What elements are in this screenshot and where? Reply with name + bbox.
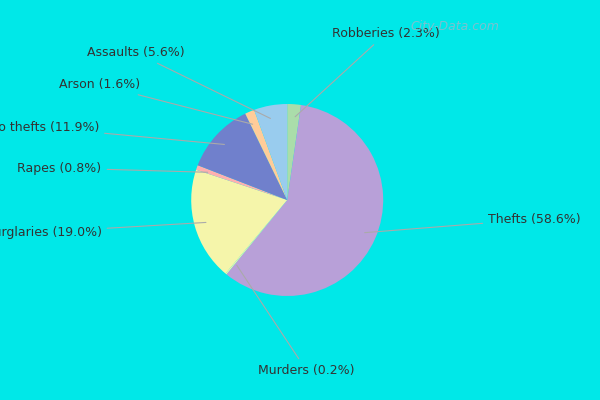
Wedge shape	[191, 170, 287, 274]
Text: Robberies (2.3%): Robberies (2.3%)	[295, 27, 440, 117]
Wedge shape	[226, 200, 287, 274]
Text: Assaults (5.6%): Assaults (5.6%)	[87, 46, 271, 118]
Text: Auto thefts (11.9%): Auto thefts (11.9%)	[0, 120, 224, 144]
Wedge shape	[196, 165, 287, 200]
Wedge shape	[254, 104, 287, 200]
Text: Murders (0.2%): Murders (0.2%)	[237, 265, 355, 377]
Wedge shape	[226, 105, 383, 296]
Text: Burglaries (19.0%): Burglaries (19.0%)	[0, 222, 206, 238]
Text: Thefts (58.6%): Thefts (58.6%)	[365, 213, 581, 233]
Wedge shape	[287, 104, 301, 200]
Text: Arson (1.6%): Arson (1.6%)	[59, 78, 253, 124]
Wedge shape	[198, 114, 287, 200]
Text: Rapes (0.8%): Rapes (0.8%)	[17, 162, 208, 174]
Wedge shape	[245, 110, 287, 200]
Text: City-Data.com: City-Data.com	[410, 20, 499, 32]
